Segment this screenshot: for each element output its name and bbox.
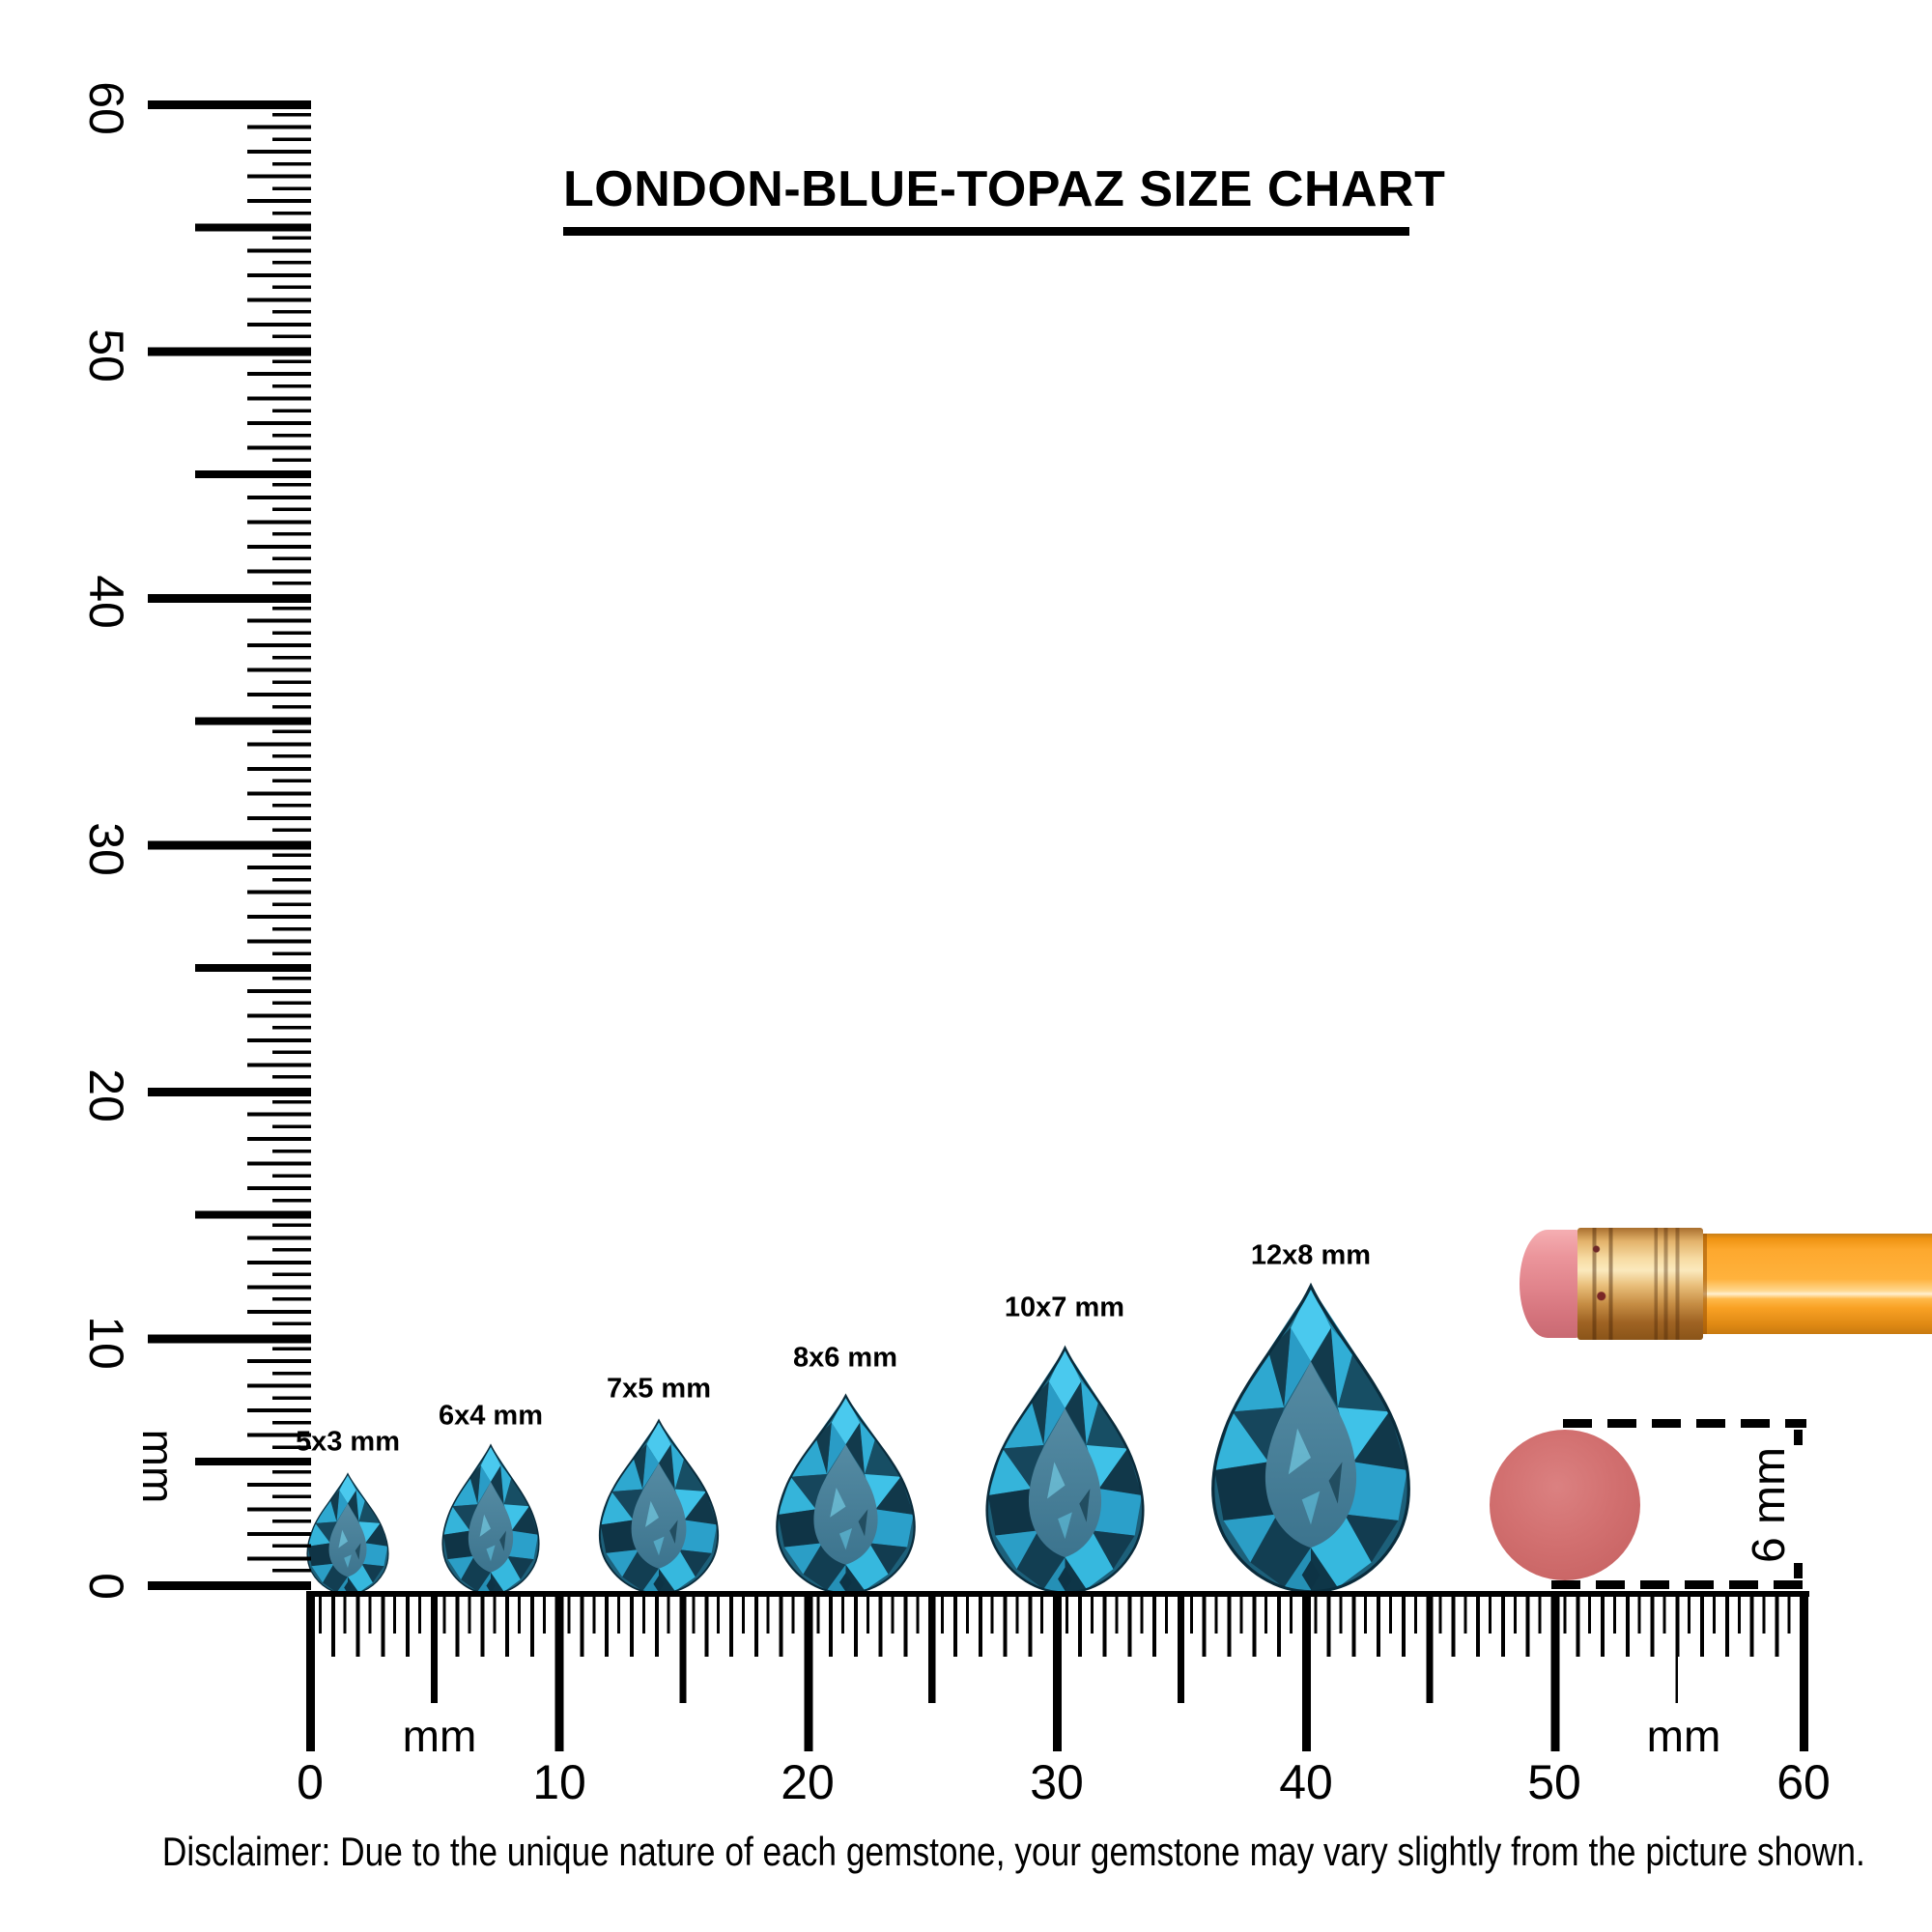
vertical-ruler-label-10: 10 xyxy=(79,1316,133,1370)
measurement-dash-cap-top xyxy=(1794,1430,1803,1445)
horizontal-ruler-label-20: 20 xyxy=(781,1755,835,1809)
page-title: LONDON-BLUE-TOPAZ SIZE CHART xyxy=(563,164,1445,236)
horizontal-ruler-unit-left: mm xyxy=(402,1711,477,1761)
measurement-dash-cap-bottom xyxy=(1794,1563,1803,1578)
gem-size-label: 12x8 mm xyxy=(1250,1239,1372,1271)
gem-pear-6x4 xyxy=(441,1444,540,1595)
gem-size-label: 7x5 mm xyxy=(606,1373,712,1405)
gem-pear-5x3 xyxy=(306,1473,389,1595)
vertical-ruler-label-0: 0 xyxy=(79,1573,133,1600)
gem-pear-8x6 xyxy=(776,1394,916,1595)
gem-pear-10x7 xyxy=(985,1347,1145,1594)
gem-pear-7x5 xyxy=(598,1419,720,1595)
measurement-dash-top xyxy=(1563,1419,1806,1428)
vertical-ruler-label-40: 40 xyxy=(79,575,133,629)
horizontal-ruler-unit-right: mm xyxy=(1646,1711,1721,1761)
eraser-dot-measurement-label: 6 mm xyxy=(1744,1447,1795,1563)
vertical-ruler-unit: mm xyxy=(133,1429,184,1504)
gem-size-label: 10x7 mm xyxy=(1004,1292,1125,1323)
eraser-dot xyxy=(1490,1430,1640,1580)
gem-size-label: 6x4 mm xyxy=(438,1400,544,1432)
horizontal-ruler-label-40: 40 xyxy=(1279,1755,1333,1809)
pencil-eraser xyxy=(1520,1230,1579,1338)
horizontal-ruler-label-60: 60 xyxy=(1776,1755,1831,1809)
horizontal-ruler-label-10: 10 xyxy=(532,1755,586,1809)
horizontal-ruler-label-0: 0 xyxy=(297,1755,324,1809)
vertical-ruler-label-20: 20 xyxy=(79,1068,133,1122)
horizontal-ruler xyxy=(306,1591,1809,1753)
pencil-ferrule xyxy=(1577,1228,1703,1340)
gem-size-label: 5x3 mm xyxy=(295,1426,401,1458)
vertical-ruler-label-50: 50 xyxy=(79,328,133,383)
vertical-ruler xyxy=(148,100,311,1594)
pencil-body xyxy=(1703,1234,1932,1334)
vertical-ruler-label-30: 30 xyxy=(79,822,133,876)
gem-pear-12x8 xyxy=(1211,1284,1410,1594)
horizontal-ruler-label-30: 30 xyxy=(1030,1755,1084,1809)
disclaimer-text: Disclaimer: Due to the unique nature of … xyxy=(161,1829,1865,1874)
vertical-ruler-label-60: 60 xyxy=(79,81,133,135)
horizontal-ruler-label-50: 50 xyxy=(1527,1755,1581,1809)
gem-size-label: 8x6 mm xyxy=(792,1342,898,1374)
measurement-dash-bottom xyxy=(1551,1580,1806,1589)
